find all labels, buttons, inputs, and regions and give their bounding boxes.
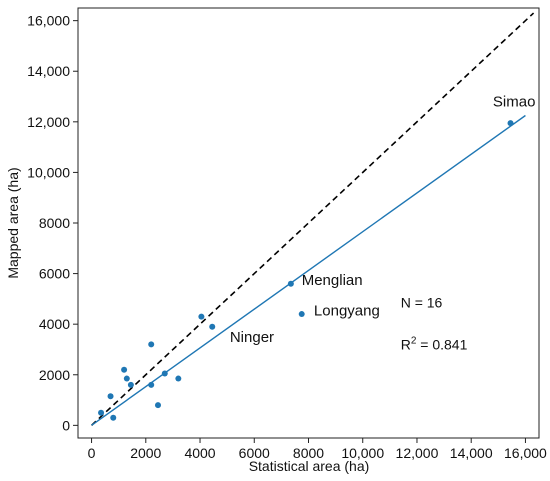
data-point: [287, 280, 294, 287]
y-tick-label: 0: [62, 417, 70, 433]
data-point: [298, 311, 305, 318]
data-point: [175, 375, 182, 382]
r-squared-prefix: R: [401, 336, 411, 352]
point-annotation: Ninger: [230, 329, 274, 346]
point-annotation: Simao: [493, 94, 536, 111]
y-tick-label: 12,000: [27, 114, 70, 130]
y-tick-label: 2000: [39, 367, 70, 383]
r-squared-value: = 0.841: [416, 336, 467, 352]
data-point: [121, 366, 128, 373]
data-point: [110, 414, 117, 421]
r-squared-superscript: 2: [411, 335, 417, 346]
y-tick-label: 14,000: [27, 63, 70, 79]
data-point: [209, 323, 216, 330]
data-point: [507, 120, 514, 127]
point-annotation: Longyang: [314, 302, 380, 319]
regression-fit-line: [91, 114, 526, 426]
y-tick-label: 6000: [39, 266, 70, 282]
x-axis-ticks: 0 2000 4000 6000 8000 10,000 12,000 14,000 16,00…: [88, 438, 547, 461]
y-axis-ticks: 0 2000 4000 6000 8000 10,000 12,000 14,000 16,00…: [27, 13, 78, 433]
y-tick-label: 16,000: [27, 13, 70, 29]
point-annotation: Menglian: [302, 272, 363, 289]
x-tick-label: 6000: [239, 445, 270, 461]
x-tick-label: 12,000: [396, 445, 439, 461]
data-point: [107, 393, 114, 400]
point-annotations: Simao Menglian Longyang Ninger: [230, 94, 536, 346]
y-tick-label: 4000: [39, 316, 70, 332]
data-point: [127, 381, 134, 388]
one-to-one-reference-line: [91, 12, 535, 426]
data-point: [198, 313, 205, 320]
y-axis-title: Mapped area (ha): [5, 167, 21, 278]
data-points: [98, 120, 514, 421]
data-point: [98, 409, 105, 416]
x-tick-label: 0: [88, 445, 96, 461]
x-tick-label: 14,000: [450, 445, 493, 461]
y-tick-label: 10,000: [27, 164, 70, 180]
data-point: [123, 375, 130, 382]
data-point: [161, 370, 168, 377]
data-point: [148, 381, 155, 388]
y-tick-label: 8000: [39, 215, 70, 231]
fit-line-layer: [91, 114, 526, 426]
data-point: [148, 341, 155, 348]
data-point: [154, 402, 161, 409]
x-tick-label: 16,000: [504, 445, 547, 461]
x-tick-label: 4000: [184, 445, 215, 461]
x-tick-label: 2000: [130, 445, 161, 461]
r-squared-label: R2 = 0.841: [401, 335, 468, 352]
x-tick-label: 10,000: [341, 445, 384, 461]
reference-line-layer: [91, 12, 535, 426]
x-axis-title: Statistical area (ha): [249, 458, 370, 474]
n-count-label: N = 16: [401, 295, 443, 311]
x-tick-label: 8000: [293, 445, 324, 461]
